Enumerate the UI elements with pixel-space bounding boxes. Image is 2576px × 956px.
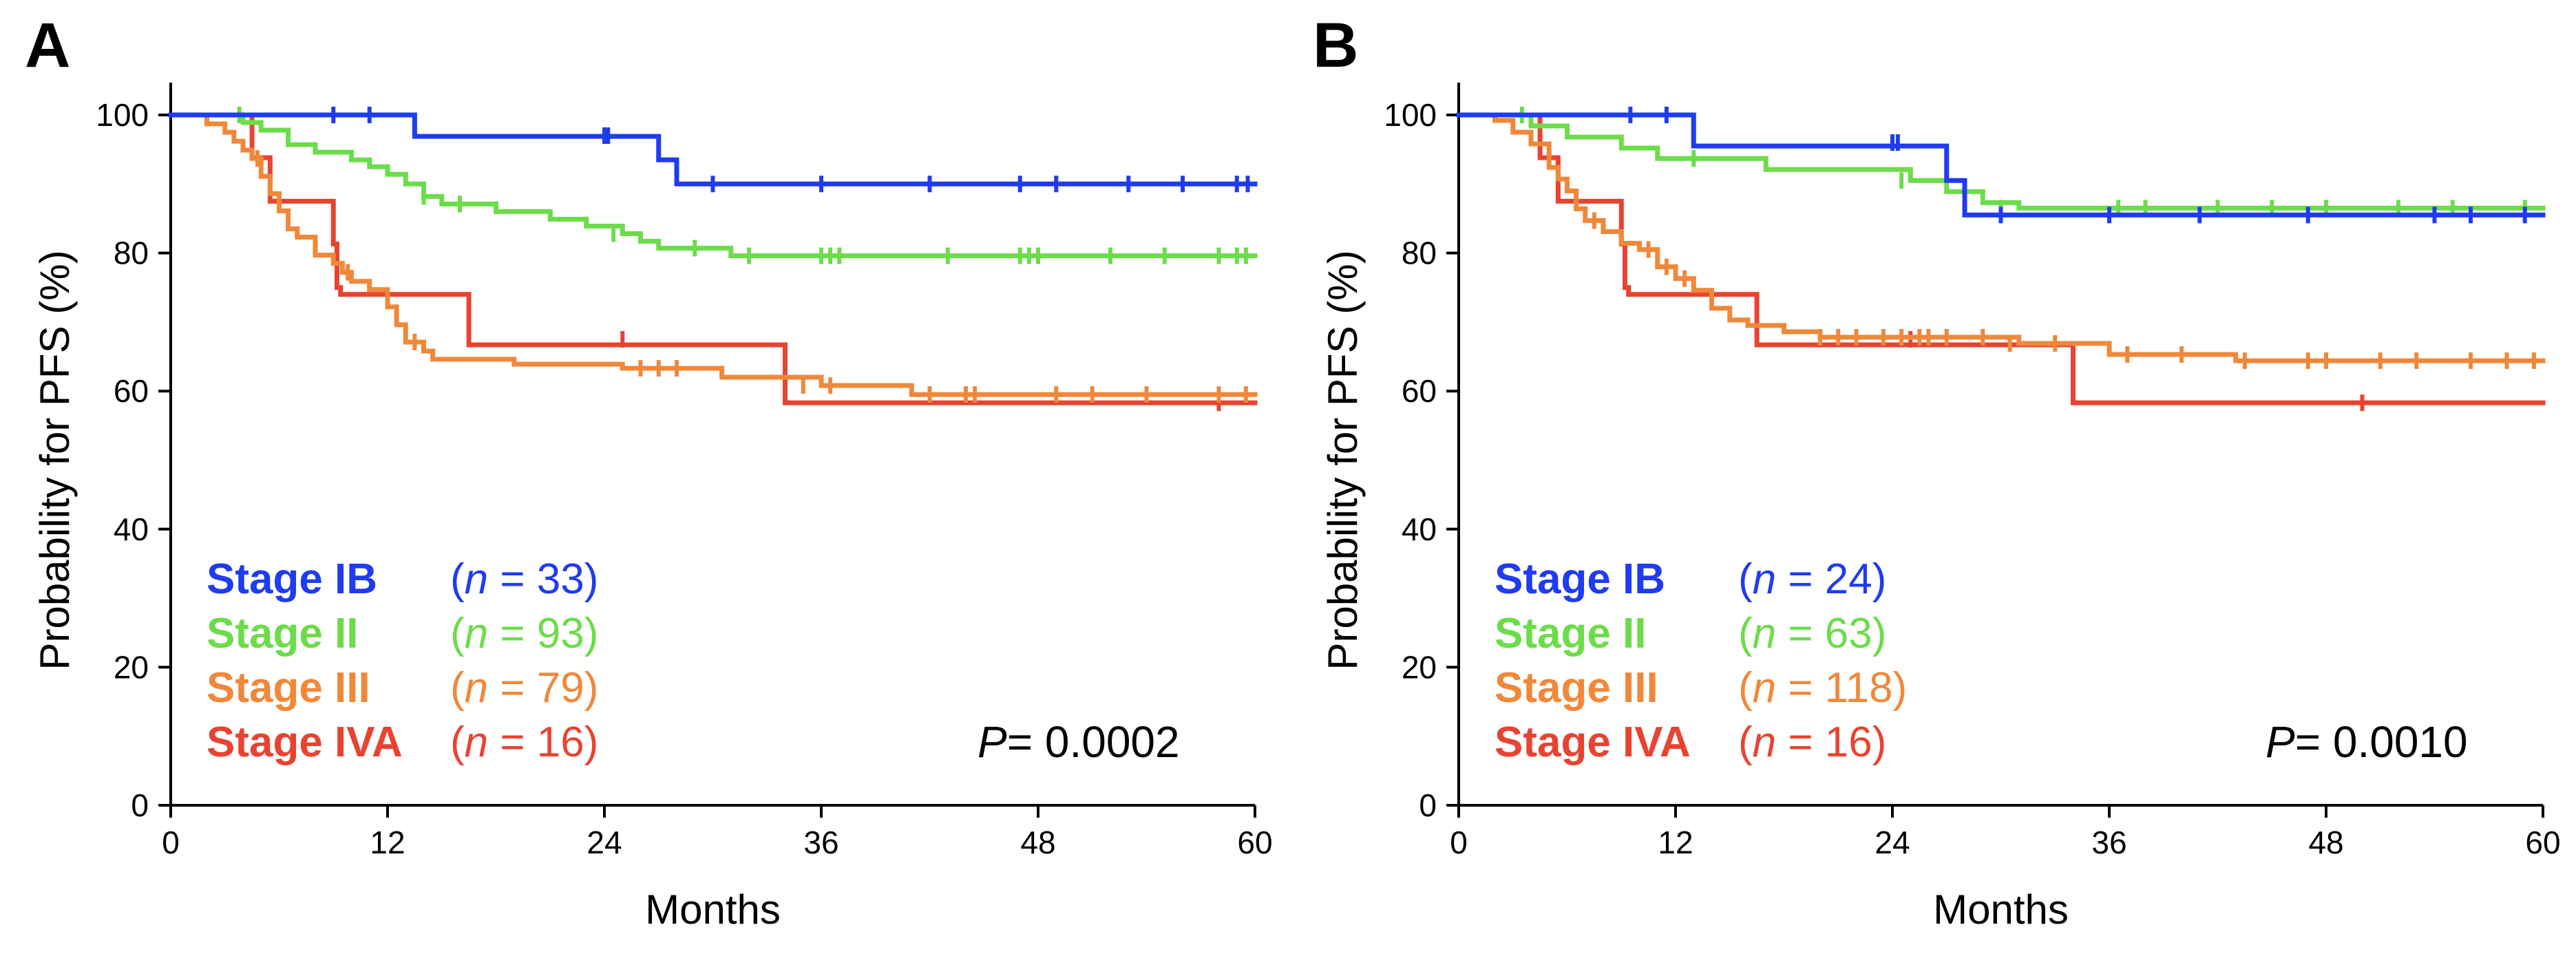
y-axis-label: Probability for PFS (%) [1320,250,1366,670]
x-tick-label: 36 [803,825,838,860]
x-tick-label: 60 [1237,825,1272,860]
x-tick-label: 36 [2091,825,2126,860]
legend-count-var: n [1753,555,1776,603]
x-axis-label: Months [1933,886,2069,933]
legend-count: (n = 63) [1738,610,1886,657]
legend-count: (n = 118) [1738,664,1907,712]
p-value-annotation: P= 0.0002 [978,717,1180,767]
p-value-symbol: P [2266,717,2295,767]
y-tick-label: 60 [1402,373,1437,409]
p-value-symbol: P [978,717,1007,767]
legend-count-rest: = 24) [1776,555,1886,603]
legend-stage-label: Stage IVA [1495,719,1691,766]
y-tick-label: 20 [114,649,149,685]
legend-count-rest: = 79) [488,664,598,712]
x-tick-label: 0 [1450,825,1468,860]
legend-count-var: n [1753,664,1776,712]
legend-stage-label: Stage II [1495,610,1647,657]
legend-count: (n = 33) [450,555,598,603]
y-tick-label: 60 [114,373,149,409]
x-tick-label: 12 [1658,825,1693,860]
panel-letter-b: B [1313,10,1359,81]
p-value-annotation: P= 0.0010 [2266,717,2468,767]
y-tick-label: 40 [114,511,149,547]
y-tick-label: 80 [1402,235,1437,271]
y-tick-label: 0 [1419,787,1437,823]
legend-count-open: ( [450,719,465,766]
legend-count-open: ( [450,610,465,657]
legend-count-open: ( [1738,555,1753,603]
legend-count-var: n [465,719,488,766]
legend-stage-label: Stage IVA [207,719,403,766]
legend-count-var: n [465,610,488,657]
km-chart-b: 0 20 40 60 80 100 0 12 24 36 48 60 Months Probability… [1320,83,2561,933]
p-value-text: = 0.0002 [1007,717,1180,767]
legend-count-open: ( [1738,664,1753,712]
legend-count-open: ( [450,555,465,603]
x-tick-label: 12 [370,825,405,860]
x-tick-label: 48 [2308,825,2343,860]
x-tick-label: 60 [2525,825,2560,860]
panel-b: B 0 20 40 60 80 100 0 12 24 36 48 60 Months Probabili… [1288,0,2576,956]
x-tick-label: 24 [1875,825,1910,860]
legend-count-rest: = 93) [488,610,598,657]
y-tick-label: 100 [96,97,149,133]
legend-count: (n = 24) [1738,555,1886,603]
y-tick-label: 80 [114,235,149,271]
series-line-stage-iii [1456,112,2546,363]
legend-count-rest: = 33) [488,555,598,603]
y-tick-label: 20 [1402,649,1437,685]
legend-count: (n = 93) [450,610,598,657]
km-chart-a: 0 20 40 60 80 100 0 12 24 36 48 60 Months Probability… [32,83,1273,933]
x-axis-label: Months [645,886,781,933]
series-line-stage-iii [168,112,1258,397]
panel-letter-a: A [25,10,71,81]
legend-count-var: n [465,555,488,603]
legend-count: (n = 16) [1738,719,1886,766]
legend-count-var: n [1753,719,1776,766]
legend-count-var: n [465,664,488,712]
x-tick-label: 24 [587,825,622,860]
legend-count: (n = 79) [450,664,598,712]
y-tick-label: 40 [1402,511,1437,547]
series-line-stage-ib [168,112,1258,187]
x-tick-label: 48 [1020,825,1055,860]
legend-stage-label: Stage IB [207,555,377,603]
legend-count-var: n [1753,610,1776,657]
legend-stage-label: Stage II [207,610,359,657]
p-value-text: = 0.0010 [2295,717,2468,767]
panel-a: A 0 20 40 60 80 100 0 12 24 36 48 60 Months Probabili… [25,10,1273,933]
legend-stage-label: Stage III [207,664,370,712]
y-tick-label: 0 [131,787,149,823]
series-line-stage-ib [1456,112,2546,217]
legend-count-rest: = 16) [488,719,598,766]
legend-count-open: ( [450,664,465,712]
legend-count-rest: = 16) [1776,719,1886,766]
legend-count: (n = 16) [450,719,598,766]
legend-count-rest: = 118) [1776,664,1907,712]
x-tick-label: 0 [162,825,180,860]
series-line-stage-ii [1456,112,2546,211]
legend-stage-label: Stage III [1495,664,1658,712]
legend-stage-label: Stage IB [1495,555,1665,603]
legend-count-open: ( [1738,610,1753,657]
y-axis-label: Probability for PFS (%) [32,250,78,670]
legend-count-open: ( [1738,719,1753,766]
y-tick-label: 100 [1384,97,1437,133]
legend-count-rest: = 63) [1776,610,1886,657]
